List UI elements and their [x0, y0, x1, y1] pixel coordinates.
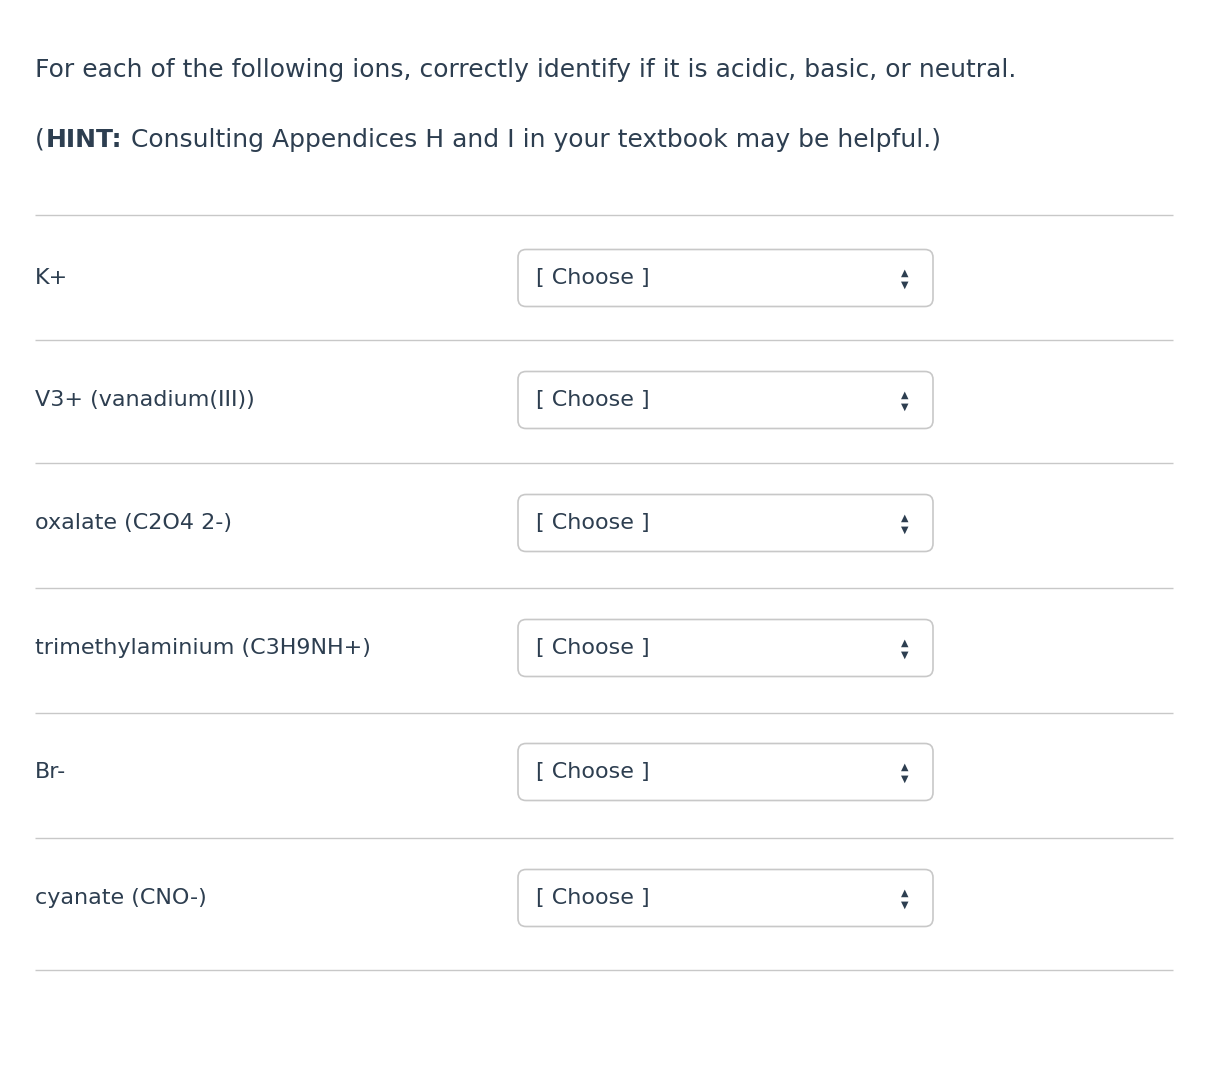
- Text: [ Choose ]: [ Choose ]: [536, 390, 650, 410]
- Text: Br-: Br-: [35, 761, 66, 782]
- Text: [ Choose ]: [ Choose ]: [536, 638, 650, 658]
- Text: trimethylaminium (C3H9NH+): trimethylaminium (C3H9NH+): [35, 638, 371, 658]
- Text: ▼: ▼: [901, 402, 908, 412]
- Text: ▲: ▲: [901, 638, 908, 648]
- Text: [ Choose ]: [ Choose ]: [536, 761, 650, 782]
- Text: [ Choose ]: [ Choose ]: [536, 268, 650, 288]
- Text: ▼: ▼: [901, 525, 908, 535]
- Text: ▲: ▲: [901, 390, 908, 400]
- Text: ▲: ▲: [901, 268, 908, 278]
- FancyBboxPatch shape: [518, 743, 933, 800]
- Text: For each of the following ions, correctly identify if it is acidic, basic, or ne: For each of the following ions, correctl…: [35, 58, 1016, 82]
- FancyBboxPatch shape: [518, 620, 933, 677]
- Text: oxalate (C2O4 2-): oxalate (C2O4 2-): [35, 513, 232, 533]
- Text: K+: K+: [35, 268, 68, 288]
- FancyBboxPatch shape: [518, 870, 933, 927]
- Text: V3+ (vanadium(III)): V3+ (vanadium(III)): [35, 390, 255, 410]
- Text: (: (: [35, 128, 45, 153]
- Text: HINT:: HINT:: [46, 128, 122, 153]
- Text: ▼: ▼: [901, 774, 908, 784]
- Text: [ Choose ]: [ Choose ]: [536, 513, 650, 533]
- Text: ▲: ▲: [901, 888, 908, 898]
- Text: ▼: ▼: [901, 650, 908, 661]
- Text: ▼: ▼: [901, 280, 908, 290]
- FancyBboxPatch shape: [518, 372, 933, 429]
- Text: ▼: ▼: [901, 900, 908, 910]
- FancyBboxPatch shape: [518, 494, 933, 552]
- Text: Consulting Appendices H and I in your textbook may be helpful.): Consulting Appendices H and I in your te…: [115, 128, 941, 153]
- Text: [ Choose ]: [ Choose ]: [536, 888, 650, 908]
- Text: ▲: ▲: [901, 761, 908, 772]
- FancyBboxPatch shape: [518, 249, 933, 306]
- Text: ▲: ▲: [901, 513, 908, 523]
- Text: cyanate (CNO-): cyanate (CNO-): [35, 888, 207, 908]
